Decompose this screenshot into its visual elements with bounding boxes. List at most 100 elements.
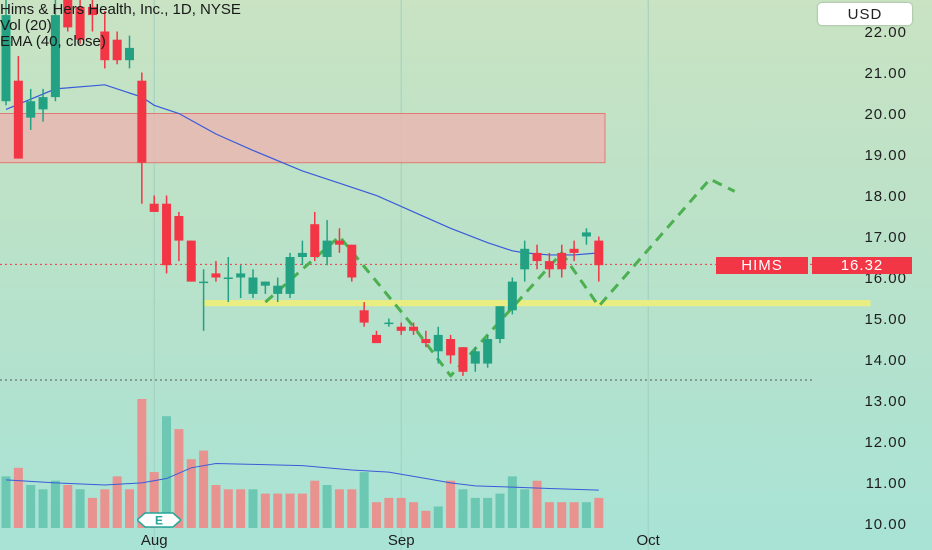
volume-bar [38,489,48,528]
candle [347,244,357,282]
candle [581,228,591,245]
volume-bar [285,493,295,528]
y-tick-label: 14.00 [864,352,907,369]
candle-body [1,15,11,102]
candle [372,330,381,344]
y-tick-label: 13.00 [864,393,907,410]
candle [557,244,567,278]
zone-layer [0,113,871,307]
y-tick-label: 15.00 [864,311,907,328]
volume-bar [248,489,258,528]
volume-bar [433,506,443,528]
volume-bar [63,485,73,528]
support-zone [203,300,871,307]
level-layer [0,263,812,381]
candle-body [50,15,60,98]
x-tick-label: Oct [637,532,661,549]
candle [507,277,517,315]
candle-body [569,248,579,253]
candle-body [421,339,431,344]
volume-bar [520,489,530,528]
candle-body [285,257,295,294]
ema-indicator-label: EMA (40, close) [0,33,106,50]
candle-body [100,31,110,61]
candle-body [520,248,530,270]
candle-body [507,281,517,311]
volume-bar [297,493,307,528]
volume-bar [13,467,23,528]
candle [532,244,542,270]
candle-body [38,97,48,110]
candle [13,56,23,159]
volume-bar [87,497,97,528]
volume-bar [1,476,11,528]
candle [359,302,369,327]
y-tick-label: 19.00 [864,147,907,164]
candle [421,330,431,348]
candle-body [149,203,159,212]
volume-bar [112,476,122,528]
y-tick-label: 20.00 [864,106,907,123]
resistance-zone [0,113,606,164]
candle-body [87,6,97,16]
volume-bar [223,489,233,528]
candle-body [495,306,505,339]
candle-body [186,240,196,282]
volume-bar [384,497,394,528]
volume-bar [211,485,221,528]
candle [458,347,468,376]
y-tick-label: 12.00 [864,434,907,451]
volume-bar [334,489,344,528]
candle-body [26,101,36,118]
earnings-icon[interactable]: E [137,512,181,528]
volume-bar [149,472,159,528]
earnings-marker: E [155,514,163,528]
candle-body [75,6,85,40]
legend-block: Hims & Hers Health, Inc., 1D, NYSE Vol (… [0,2,241,50]
candle [174,211,184,262]
candle [260,281,270,294]
candle-body [125,47,134,61]
candle-body [112,39,122,61]
last-price-label: 16.32 [812,257,912,274]
volume-bar [75,489,85,528]
chart-title: Hims & Hers Health, Inc., 1D, NYSE [0,1,241,18]
candle [322,220,332,266]
candle [273,277,283,303]
candle [248,269,258,298]
candle [433,326,443,364]
y-tick-label: 21.00 [864,65,907,82]
ema-line [5,84,599,256]
x-tick-label: Aug [141,532,168,549]
volume-ma-line [5,462,599,491]
candle-body [396,326,406,331]
candle-body [581,232,591,237]
candle-body [433,334,443,352]
currency-button[interactable]: USD [818,3,912,25]
candle [334,228,344,253]
grid-layer [153,0,649,550]
candle-body [236,273,246,278]
candle-body [137,80,147,163]
candle [100,11,110,69]
x-tick-label: Sep [388,532,415,549]
volume-bar [409,502,419,528]
candle [63,0,73,32]
candle-body [446,339,456,356]
candle [112,31,122,65]
volume-bar [594,497,604,528]
candle [396,322,406,335]
volume-bar [495,493,505,528]
candle-body [174,216,184,241]
candle-body [458,347,468,372]
candle-body [322,240,332,257]
volume-bar [359,472,369,528]
y-tick-label: 17.00 [864,229,907,246]
volume-bar [421,510,431,528]
candle [310,211,320,262]
volume-bar [396,497,406,528]
ticker-label: HIMS [716,257,808,274]
candle-body [594,240,604,266]
